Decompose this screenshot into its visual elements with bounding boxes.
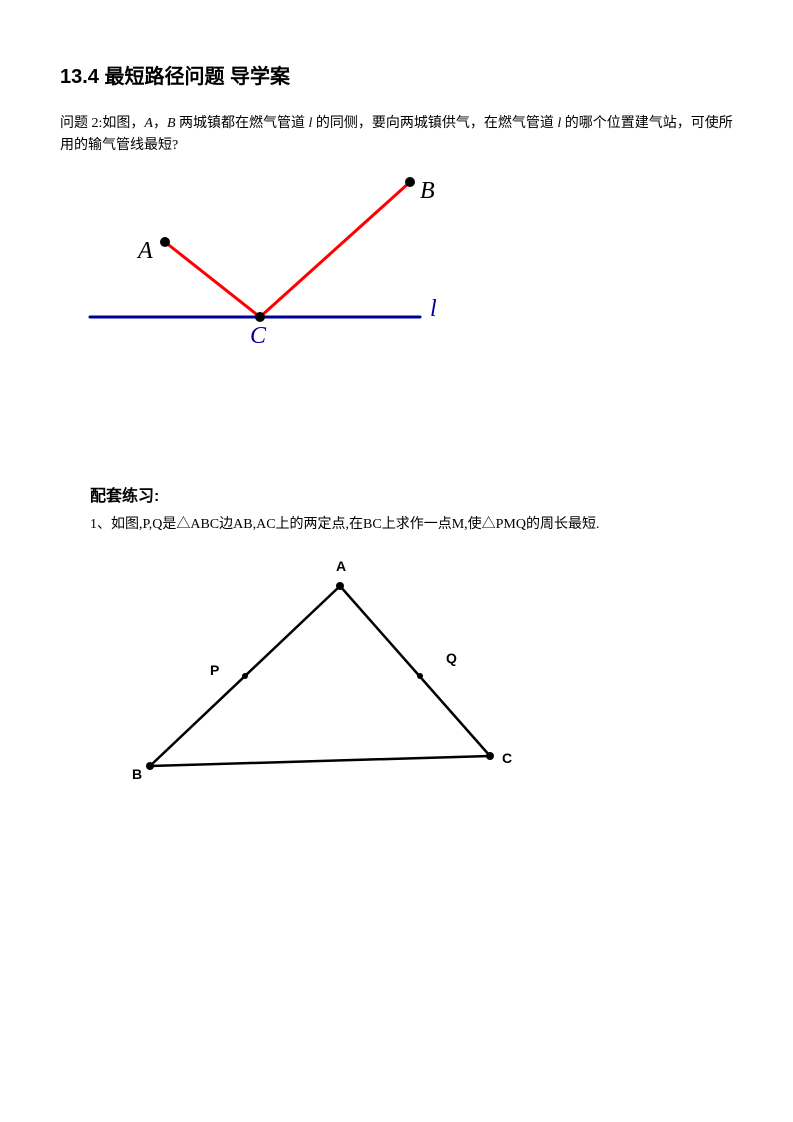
label2-Q: Q — [446, 650, 457, 666]
point-A — [160, 237, 170, 247]
figure-2-svg — [90, 556, 550, 816]
point-B — [405, 177, 415, 187]
label-l: l — [430, 296, 437, 323]
problem2-mid3: 的同侧，要向两城镇供气，在燃气管道 — [312, 116, 557, 131]
segment-AC — [165, 242, 260, 317]
page: 13.4 最短路径问题 导学案 问题 2:如图，A，B 两城镇都在燃气管道 l … — [0, 0, 793, 1122]
problem2-label-B: B — [167, 116, 176, 131]
segment-BC — [260, 182, 410, 317]
point2-B — [146, 762, 154, 770]
problem2-mid1: ， — [153, 116, 167, 131]
problem2-mid2: 两城镇都在燃气管道 — [176, 116, 309, 131]
problem-2-text: 问题 2:如图，A，B 两城镇都在燃气管道 l 的同侧，要向两城镇供气，在燃气管… — [60, 113, 733, 158]
exercise-1-text: 1、如图,P,Q是△ABC边AB,AC上的两定点,在BC上求作一点M,使△PMQ… — [90, 514, 610, 536]
figure-2: A B C P Q — [90, 556, 550, 816]
label-A: A — [138, 238, 153, 265]
figure-1: A B C l — [60, 162, 460, 382]
document-title: 13.4 最短路径问题 导学案 — [60, 60, 733, 89]
edge-BC — [150, 756, 490, 766]
section-heading: 配套练习: — [90, 482, 733, 506]
problem2-prefix: 问题 2:如图， — [60, 116, 144, 131]
label-C: C — [250, 323, 266, 350]
label-B: B — [420, 178, 435, 205]
label2-A: A — [336, 558, 346, 574]
edge-AC — [340, 586, 490, 756]
problem2-label-A: A — [144, 116, 153, 131]
label2-C: C — [502, 750, 512, 766]
point-C — [255, 312, 265, 322]
label2-B: B — [132, 766, 142, 782]
point2-A — [336, 582, 344, 590]
point2-C — [486, 752, 494, 760]
point2-P — [242, 673, 248, 679]
point2-Q — [417, 673, 423, 679]
label2-P: P — [210, 662, 219, 678]
